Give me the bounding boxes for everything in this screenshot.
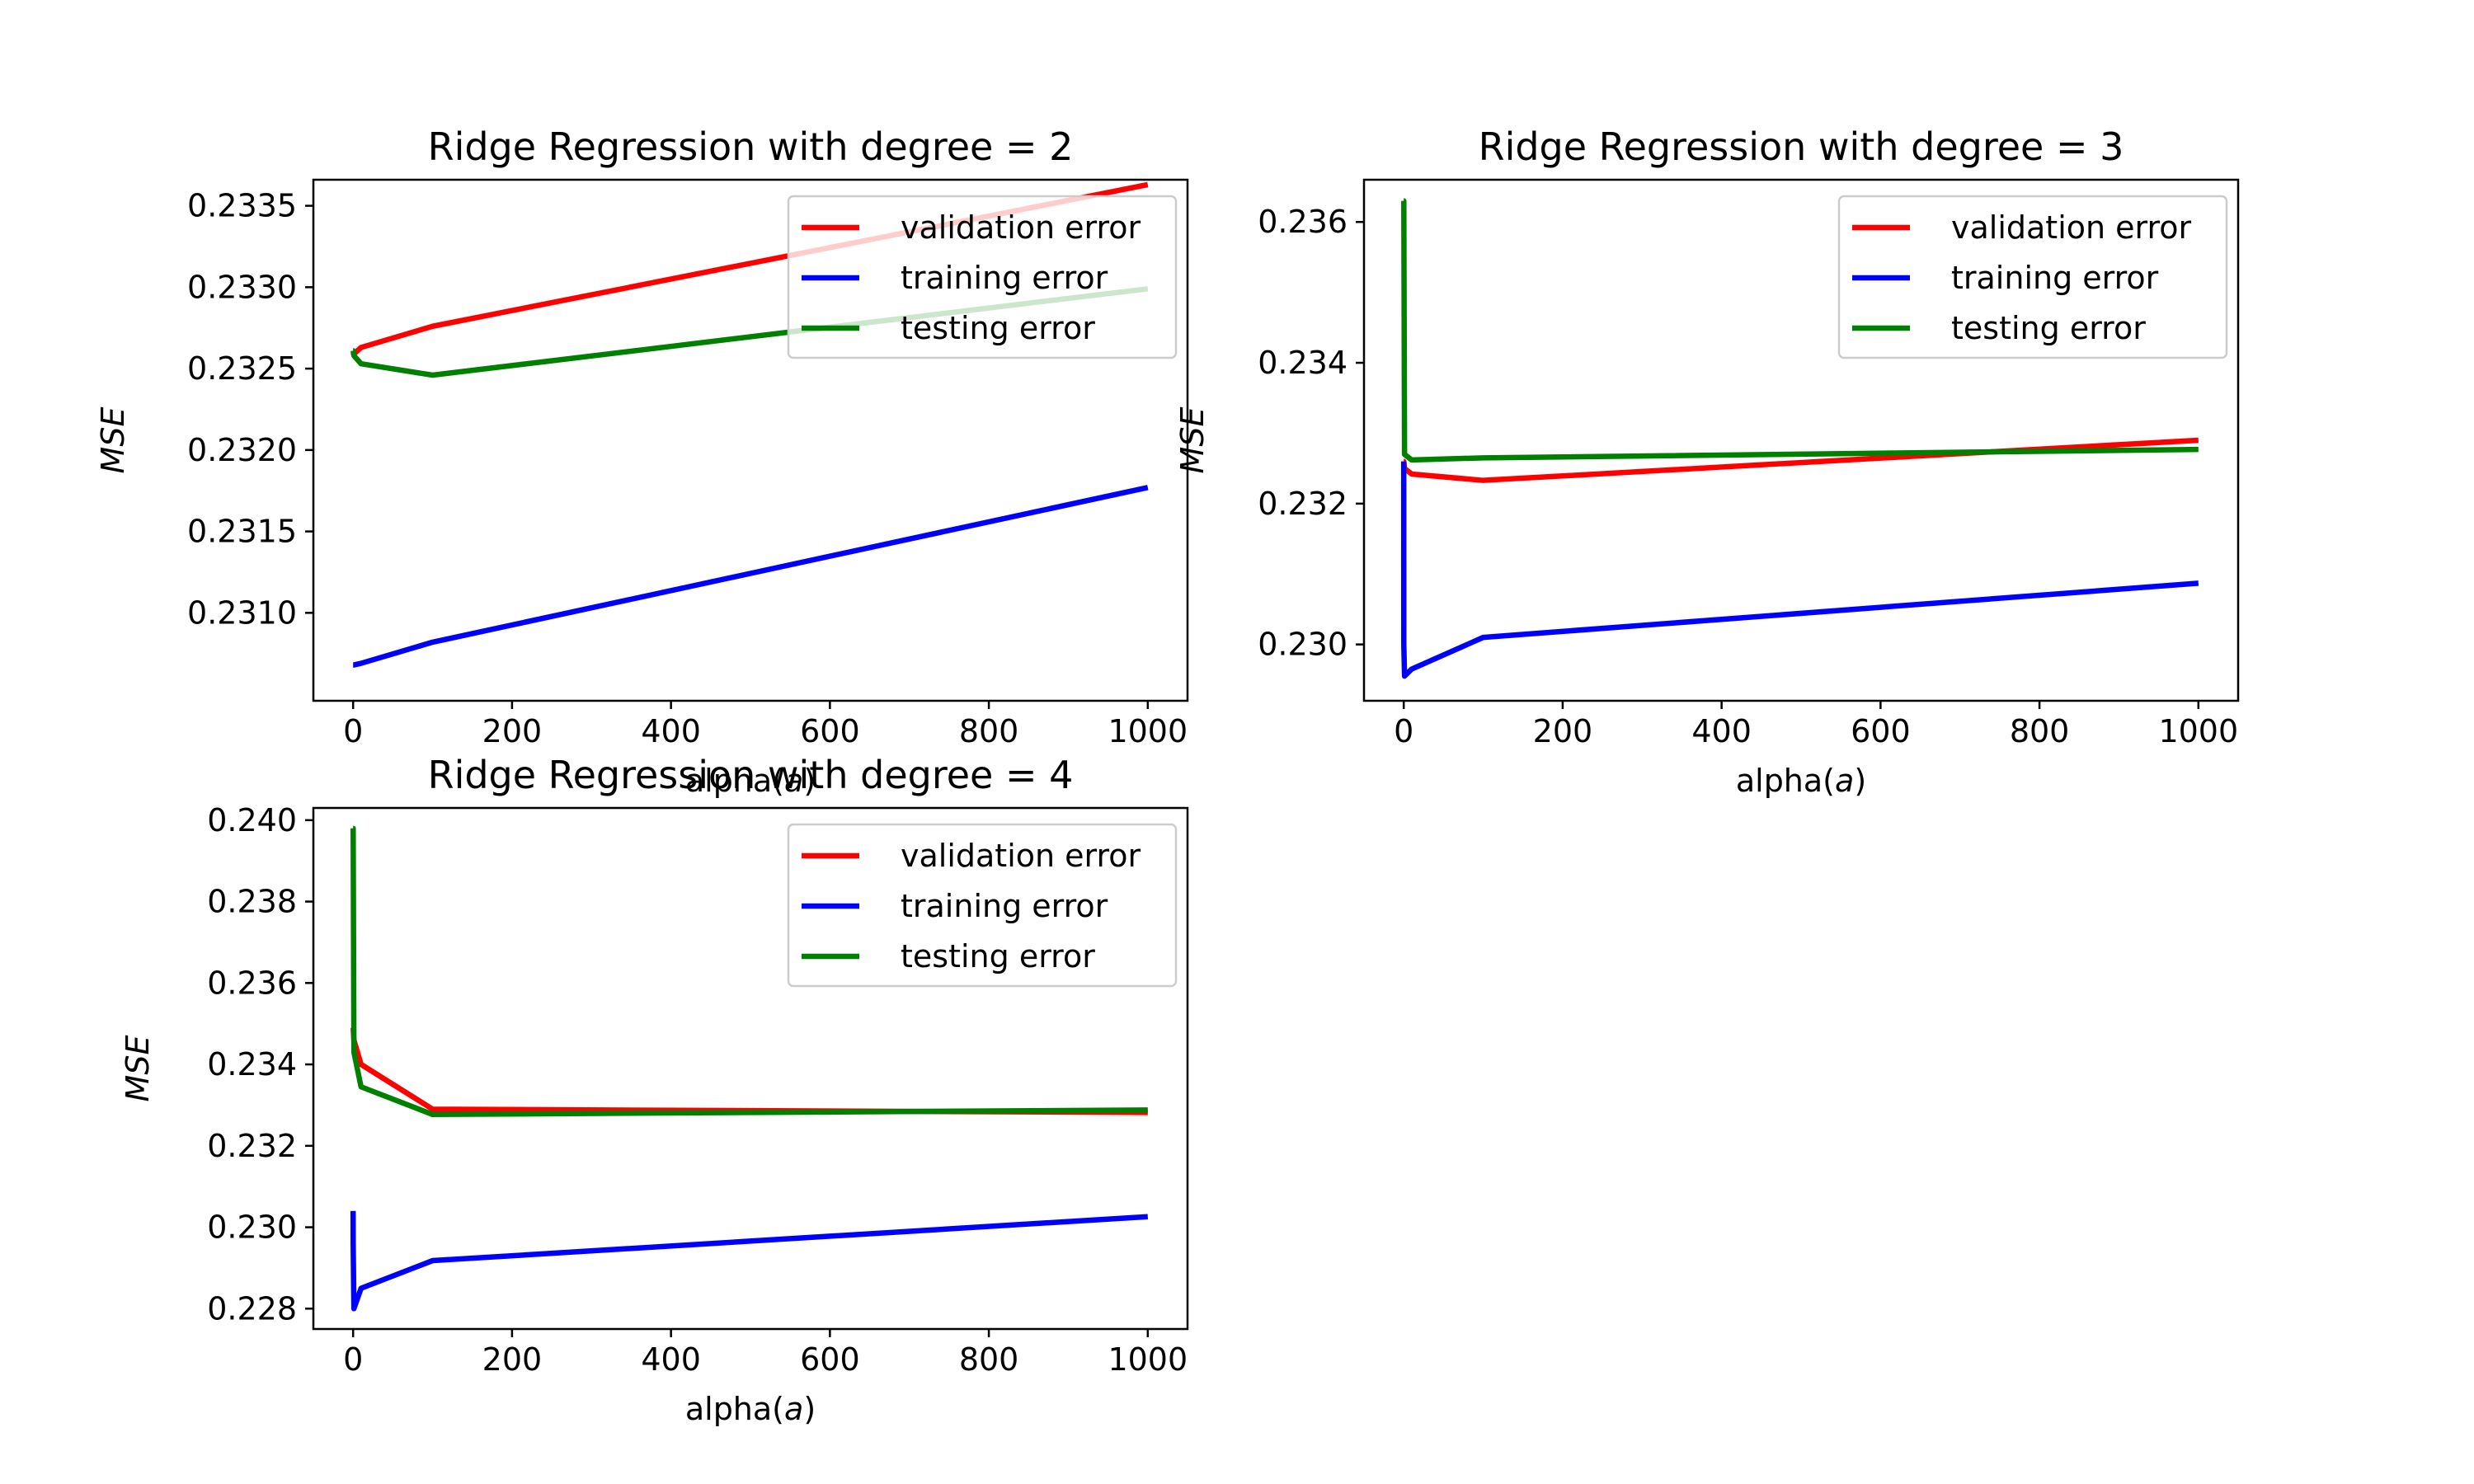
legend-box: [787, 195, 1178, 359]
legend-label: validation error: [1951, 209, 2192, 246]
x-tick-label: 600: [1851, 713, 1911, 749]
x-tick-label: 400: [1691, 713, 1752, 749]
y-tick-label: 0.234: [1258, 345, 1348, 381]
legend-label: testing error: [901, 938, 1095, 974]
plot-area-frame: [1362, 178, 2240, 702]
x-tick-label: 600: [800, 713, 860, 749]
legend-label: validation error: [901, 209, 1141, 246]
y-tick-label: 0.2310: [187, 594, 297, 631]
series-line-training-error: [350, 1210, 1149, 1312]
y-axis-label: MSE: [120, 1036, 156, 1102]
x-tick-label: 200: [482, 713, 543, 749]
x-tick-label: 200: [482, 1341, 543, 1378]
legend-label: training error: [1951, 260, 2159, 296]
x-tick-label: 1000: [1108, 713, 1188, 749]
y-tick-label: 0.238: [207, 884, 297, 920]
x-axis-label: alpha(a): [685, 763, 816, 799]
legend-label: training error: [901, 260, 1108, 296]
y-axis-label: MSE: [1174, 407, 1211, 474]
y-axis-label: MSE: [95, 407, 131, 474]
x-tick-label: 800: [2010, 713, 2070, 749]
x-axis-label: alpha(a): [685, 1391, 816, 1427]
series-line-testing-error: [1401, 198, 2199, 463]
legend-box: [1837, 195, 2228, 359]
x-tick-label: 0: [343, 713, 363, 749]
x-axis-label: alpha(a): [1736, 763, 1866, 799]
x-tick-label: 200: [1533, 713, 1593, 749]
legend-label: testing error: [1951, 310, 2146, 346]
x-tick-label: 0: [343, 1341, 363, 1378]
legend: validation error training error testing er…: [787, 823, 1178, 988]
x-tick-label: 400: [641, 1341, 701, 1378]
plot-area-frame: [312, 806, 1189, 1331]
legend: validation error training error testing er…: [1837, 195, 2228, 359]
legend: validation error training error testing er…: [787, 195, 1178, 359]
series-line-validation-error: [350, 1025, 1148, 1115]
y-tick-label: 0.240: [207, 802, 297, 838]
y-tick-label: 0.230: [1258, 627, 1348, 663]
chart-title: Ridge Regression with degree = 3: [1479, 124, 2124, 169]
series-line-testing-error: [350, 286, 1149, 378]
chart-panel-2: 0 200 400 600 800 1000 0.230 0.232 0.234 0.236 Rid…: [1174, 124, 2240, 799]
series-line-training-error: [1400, 461, 2199, 679]
x-tick-label: 0: [1394, 713, 1413, 749]
y-tick-label: 0.232: [207, 1128, 297, 1164]
x-tick-label: 600: [800, 1341, 860, 1378]
x-tick-label: 800: [959, 713, 1019, 749]
y-tick-label: 0.234: [207, 1046, 297, 1082]
series-line-validation-error: [1401, 437, 2199, 483]
chart-panel-1: 0 200 400 600 800 1000 0.2310 0.2315 0.2320 0.232…: [95, 124, 1189, 799]
y-tick-label: 0.230: [207, 1209, 297, 1246]
legend-box: [787, 823, 1178, 988]
x-tick-label: 800: [959, 1341, 1019, 1378]
y-tick-label: 0.232: [1258, 486, 1348, 522]
series-line-training-error: [350, 485, 1149, 668]
x-tick-label: 400: [641, 713, 701, 749]
legend-label: testing error: [901, 310, 1095, 346]
legend-label: validation error: [901, 838, 1141, 874]
chart-title: Ridge Regression with degree = 4: [428, 753, 1074, 797]
legend-label: training error: [901, 888, 1108, 924]
y-tick-label: 0.236: [1258, 204, 1348, 240]
chart-title: Ridge Regression with degree = 2: [428, 124, 1074, 169]
series-line-testing-error: [350, 825, 1148, 1118]
y-tick-label: 0.2315: [187, 514, 297, 550]
chart-panel-3: 0 200 400 600 800 1000 0.228 0.230 0.232 0.234 0.2…: [120, 753, 1189, 1427]
x-tick-label: 1000: [1108, 1341, 1188, 1378]
y-tick-label: 0.2335: [187, 188, 297, 224]
x-tick-label: 1000: [2158, 713, 2238, 749]
y-tick-label: 0.2320: [187, 432, 297, 468]
y-tick-label: 0.2325: [187, 350, 297, 387]
y-tick-label: 0.236: [207, 965, 297, 1001]
plot-area-frame: [312, 178, 1189, 702]
y-tick-label: 0.2330: [187, 269, 297, 305]
y-tick-label: 0.228: [207, 1290, 297, 1327]
